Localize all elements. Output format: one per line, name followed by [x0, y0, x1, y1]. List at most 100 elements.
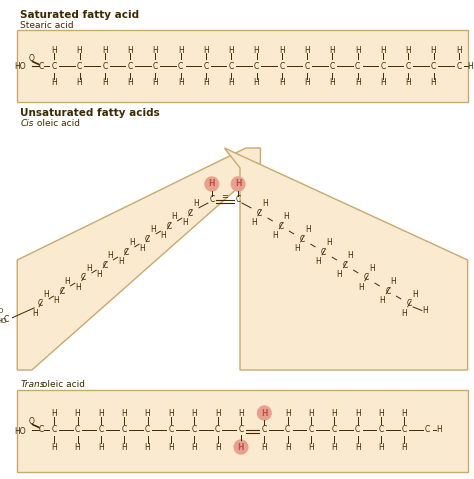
- Text: H: H: [75, 443, 81, 452]
- Text: HO: HO: [0, 318, 8, 324]
- Text: H: H: [456, 46, 462, 55]
- Text: H: H: [405, 78, 411, 87]
- Text: C: C: [102, 261, 108, 270]
- Text: H: H: [405, 46, 411, 55]
- Text: H: H: [178, 46, 183, 55]
- Text: H: H: [347, 251, 354, 260]
- Text: C: C: [385, 286, 391, 296]
- Circle shape: [231, 177, 245, 191]
- Text: H: H: [283, 212, 289, 221]
- Text: H: H: [251, 218, 257, 227]
- Text: H: H: [285, 409, 291, 418]
- Polygon shape: [225, 148, 468, 370]
- Text: C: C: [209, 195, 214, 205]
- Text: H: H: [51, 443, 57, 452]
- Text: H: H: [304, 46, 310, 55]
- Text: H: H: [412, 290, 418, 299]
- Text: =: =: [221, 193, 228, 202]
- Text: H: H: [153, 78, 158, 87]
- Text: C: C: [178, 61, 183, 70]
- Text: H: H: [294, 244, 300, 253]
- Text: C: C: [145, 235, 150, 243]
- Text: H: H: [254, 46, 259, 55]
- Text: H: H: [168, 443, 174, 452]
- Text: H: H: [77, 78, 82, 87]
- Text: H: H: [32, 309, 38, 318]
- Text: Saturated fatty acid: Saturated fatty acid: [20, 10, 139, 20]
- Text: H: H: [145, 409, 150, 418]
- Text: H: H: [380, 78, 386, 87]
- Text: H: H: [468, 61, 474, 70]
- Text: H: H: [262, 199, 268, 208]
- Text: C: C: [128, 61, 133, 70]
- Text: C: C: [145, 425, 150, 434]
- Text: H: H: [331, 409, 337, 418]
- Text: H: H: [97, 270, 102, 279]
- Text: C: C: [278, 221, 283, 230]
- Text: H: H: [102, 78, 108, 87]
- Text: H: H: [77, 46, 82, 55]
- Text: H: H: [285, 443, 291, 452]
- Text: H: H: [401, 443, 407, 452]
- Text: H: H: [203, 46, 209, 55]
- Text: H: H: [355, 78, 361, 87]
- Text: C: C: [279, 61, 284, 70]
- Text: Unsaturated fatty acids: Unsaturated fatty acids: [20, 108, 160, 118]
- Text: H: H: [308, 443, 314, 452]
- Text: H: H: [121, 409, 127, 418]
- Text: H: H: [178, 78, 183, 87]
- Text: H: H: [43, 290, 49, 299]
- Circle shape: [257, 406, 271, 420]
- Text: H: H: [378, 409, 384, 418]
- Text: H: H: [254, 78, 259, 87]
- Text: H: H: [355, 443, 361, 452]
- Text: C: C: [378, 425, 383, 434]
- Text: C: C: [257, 208, 262, 217]
- Text: C: C: [52, 425, 57, 434]
- Text: H: H: [51, 409, 57, 418]
- Text: H: H: [127, 46, 133, 55]
- Text: H: H: [380, 296, 385, 305]
- Text: H: H: [182, 218, 188, 227]
- Text: C: C: [406, 61, 411, 70]
- Text: C: C: [236, 195, 241, 205]
- Text: C: C: [285, 425, 290, 434]
- Text: C: C: [456, 61, 462, 70]
- Text: C: C: [342, 261, 348, 270]
- Text: C: C: [309, 425, 314, 434]
- Text: H: H: [193, 199, 199, 208]
- Text: C: C: [102, 61, 108, 70]
- Text: C: C: [77, 61, 82, 70]
- Text: C: C: [153, 61, 158, 70]
- Text: C: C: [238, 425, 244, 434]
- Text: H: H: [305, 225, 310, 234]
- Text: H: H: [215, 409, 220, 418]
- Text: H: H: [139, 244, 145, 253]
- Text: H: H: [308, 409, 314, 418]
- Text: H: H: [145, 443, 150, 452]
- Text: C: C: [332, 425, 337, 434]
- Text: H: H: [391, 277, 396, 286]
- Text: C: C: [4, 316, 9, 324]
- Text: H: H: [121, 443, 127, 452]
- Text: C: C: [39, 61, 44, 70]
- Text: C: C: [262, 425, 267, 434]
- Circle shape: [234, 440, 248, 454]
- Text: H: H: [191, 443, 197, 452]
- Text: H: H: [51, 46, 57, 55]
- Text: H: H: [261, 409, 268, 418]
- Text: C: C: [228, 61, 234, 70]
- Text: O: O: [29, 54, 35, 62]
- Text: H: H: [54, 296, 59, 305]
- FancyBboxPatch shape: [17, 390, 468, 472]
- Text: H: H: [279, 78, 285, 87]
- Text: H: H: [401, 309, 407, 318]
- Text: C: C: [168, 425, 173, 434]
- Text: H: H: [168, 409, 174, 418]
- Text: O: O: [29, 417, 35, 425]
- Text: H: H: [150, 225, 156, 234]
- Text: H: H: [273, 231, 278, 240]
- Text: oleic acid: oleic acid: [39, 380, 85, 389]
- Text: H: H: [431, 46, 437, 55]
- Text: H: H: [98, 409, 104, 418]
